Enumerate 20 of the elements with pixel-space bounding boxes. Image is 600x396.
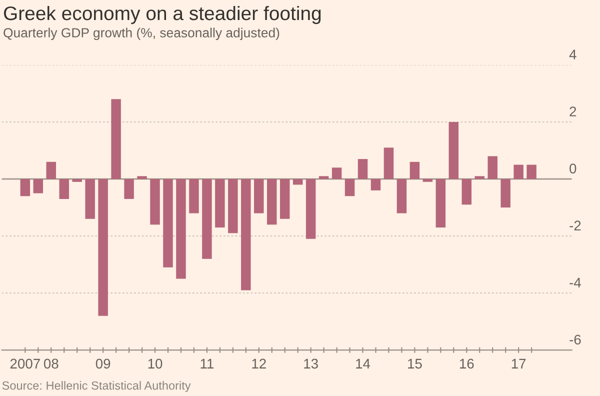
source-note: Source: Hellenic Statistical Authority bbox=[2, 381, 191, 392]
x-tick-label: 13 bbox=[304, 358, 318, 369]
y-tick-label: 0 bbox=[570, 164, 576, 174]
x-tick-label: 14 bbox=[356, 358, 370, 368]
y-tick-label: -6 bbox=[570, 334, 581, 345]
x-tick-label: 17 bbox=[512, 358, 526, 368]
chart-title: Greek economy on a steadier footing bbox=[4, 6, 321, 24]
y-tick-label: 2 bbox=[570, 106, 576, 116]
x-tick-label: 16 bbox=[460, 358, 474, 369]
x-tick-label: 12 bbox=[252, 358, 266, 368]
y-tick-label: -4 bbox=[570, 278, 581, 288]
chart-subtitle: Quarterly GDP growth (%, seasonally adjusted) bbox=[4, 28, 280, 40]
y-tick-label: 4 bbox=[569, 50, 576, 60]
y-tick-label: -2 bbox=[570, 220, 581, 230]
x-tick-label: 2007 bbox=[10, 358, 40, 369]
x-tick-label: 11 bbox=[200, 358, 214, 368]
x-tick-label: 10 bbox=[148, 358, 162, 369]
x-tick-label: 09 bbox=[96, 358, 110, 369]
x-tick-label: 08 bbox=[44, 358, 58, 369]
x-tick-label: 15 bbox=[408, 358, 422, 369]
